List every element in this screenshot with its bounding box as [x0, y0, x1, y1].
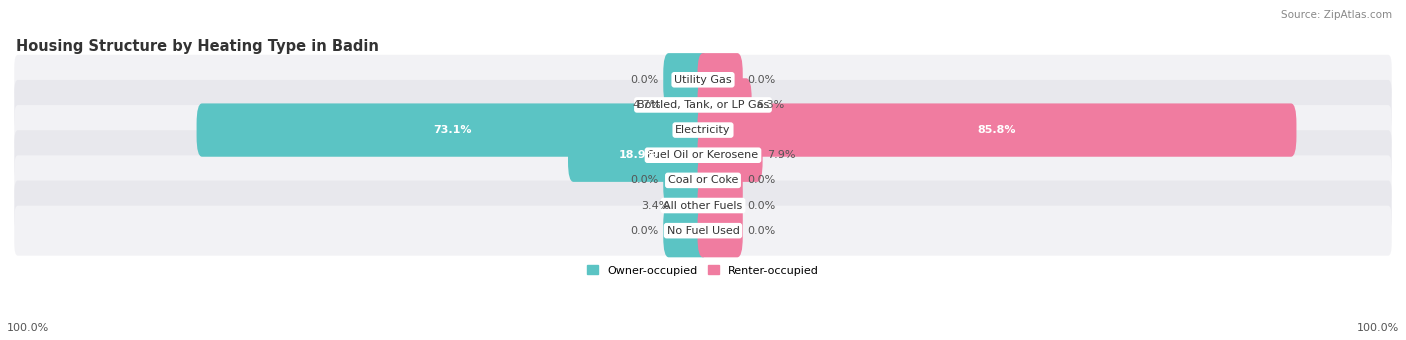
Text: No Fuel Used: No Fuel Used [666, 226, 740, 236]
Text: 100.0%: 100.0% [1357, 323, 1399, 333]
FancyBboxPatch shape [664, 53, 709, 106]
FancyBboxPatch shape [197, 103, 709, 157]
Text: 85.8%: 85.8% [977, 125, 1017, 135]
Text: Bottled, Tank, or LP Gas: Bottled, Tank, or LP Gas [637, 100, 769, 110]
Text: 4.7%: 4.7% [633, 100, 661, 110]
FancyBboxPatch shape [697, 53, 742, 106]
FancyBboxPatch shape [568, 129, 709, 182]
FancyBboxPatch shape [665, 78, 709, 132]
FancyBboxPatch shape [697, 179, 742, 232]
Text: Source: ZipAtlas.com: Source: ZipAtlas.com [1281, 10, 1392, 20]
Text: 0.0%: 0.0% [630, 75, 658, 85]
Text: 7.9%: 7.9% [768, 150, 796, 160]
FancyBboxPatch shape [14, 55, 1392, 105]
Text: Electricity: Electricity [675, 125, 731, 135]
Text: 6.3%: 6.3% [756, 100, 785, 110]
FancyBboxPatch shape [14, 130, 1392, 180]
FancyBboxPatch shape [697, 103, 1296, 157]
FancyBboxPatch shape [14, 155, 1392, 205]
FancyBboxPatch shape [697, 129, 762, 182]
FancyBboxPatch shape [664, 154, 709, 207]
FancyBboxPatch shape [675, 179, 709, 232]
Text: Coal or Coke: Coal or Coke [668, 175, 738, 185]
FancyBboxPatch shape [697, 204, 742, 257]
Text: 100.0%: 100.0% [7, 323, 49, 333]
Text: 0.0%: 0.0% [748, 226, 776, 236]
Text: Utility Gas: Utility Gas [675, 75, 731, 85]
Text: 0.0%: 0.0% [748, 201, 776, 210]
FancyBboxPatch shape [14, 80, 1392, 130]
FancyBboxPatch shape [697, 78, 752, 132]
Text: 0.0%: 0.0% [630, 175, 658, 185]
Text: All other Fuels: All other Fuels [664, 201, 742, 210]
Text: Housing Structure by Heating Type in Badin: Housing Structure by Heating Type in Bad… [17, 39, 380, 54]
FancyBboxPatch shape [14, 181, 1392, 231]
Text: 0.0%: 0.0% [748, 175, 776, 185]
Legend: Owner-occupied, Renter-occupied: Owner-occupied, Renter-occupied [582, 261, 824, 280]
Text: 18.9%: 18.9% [619, 150, 658, 160]
FancyBboxPatch shape [664, 204, 709, 257]
FancyBboxPatch shape [14, 206, 1392, 256]
Text: Fuel Oil or Kerosene: Fuel Oil or Kerosene [647, 150, 759, 160]
Text: 3.4%: 3.4% [641, 201, 669, 210]
FancyBboxPatch shape [697, 154, 742, 207]
FancyBboxPatch shape [14, 105, 1392, 155]
Text: 0.0%: 0.0% [630, 226, 658, 236]
Text: 0.0%: 0.0% [748, 75, 776, 85]
Text: 73.1%: 73.1% [433, 125, 472, 135]
